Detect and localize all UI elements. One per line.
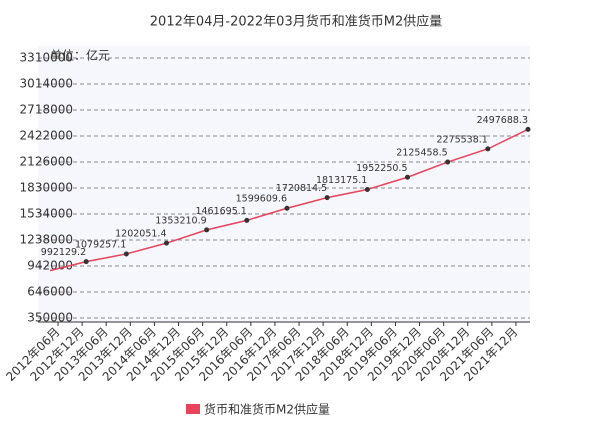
y-tick-label: 350000 [27, 311, 73, 325]
y-tick-label: 646000 [27, 285, 73, 299]
value-label: 1202051.4 [115, 229, 166, 240]
y-tick-label: 2126000 [20, 155, 73, 169]
value-label: 2497688.3 [477, 115, 528, 126]
unit-label: 单位：亿元 [50, 48, 110, 63]
legend-label: 货币和准货币M2供应量 [204, 402, 330, 417]
y-tick-label: 1238000 [20, 233, 73, 247]
point [284, 205, 290, 211]
y-tick-label: 2422000 [20, 129, 73, 143]
point [244, 217, 250, 223]
chart-title: 2012年04月-2022年03月货币和准货币M2供应量 [150, 14, 442, 30]
point [204, 227, 210, 233]
point [163, 240, 169, 246]
value-label: 1813175.1 [316, 175, 367, 186]
value-label: 992129.2 [41, 247, 86, 258]
value-label: 2125458.5 [396, 148, 447, 159]
value-label: 1461695.1 [195, 206, 246, 217]
plot-area [38, 46, 530, 322]
legend-swatch [186, 404, 200, 414]
point [485, 146, 491, 152]
point [324, 195, 330, 201]
y-tick-label: 3014000 [20, 77, 73, 91]
point [364, 186, 370, 192]
y-tick-label: 2718000 [20, 103, 73, 117]
value-label: 1353210.9 [155, 215, 206, 226]
point [525, 126, 531, 132]
point [83, 259, 89, 265]
y-tick-label: 1534000 [20, 207, 73, 221]
point [445, 159, 451, 165]
value-label: 1599609.6 [236, 194, 287, 205]
value-label: 2275538.1 [436, 134, 487, 145]
value-label: 1079257.1 [75, 239, 126, 250]
y-tick-label: 942000 [27, 259, 73, 273]
point [123, 251, 129, 257]
y-tick-label: 3310000 [20, 51, 73, 65]
value-label: 1952250.5 [356, 163, 407, 174]
value-label: 1720814.5 [276, 183, 327, 194]
point [404, 174, 410, 180]
y-tick-label: 1830000 [20, 181, 73, 195]
